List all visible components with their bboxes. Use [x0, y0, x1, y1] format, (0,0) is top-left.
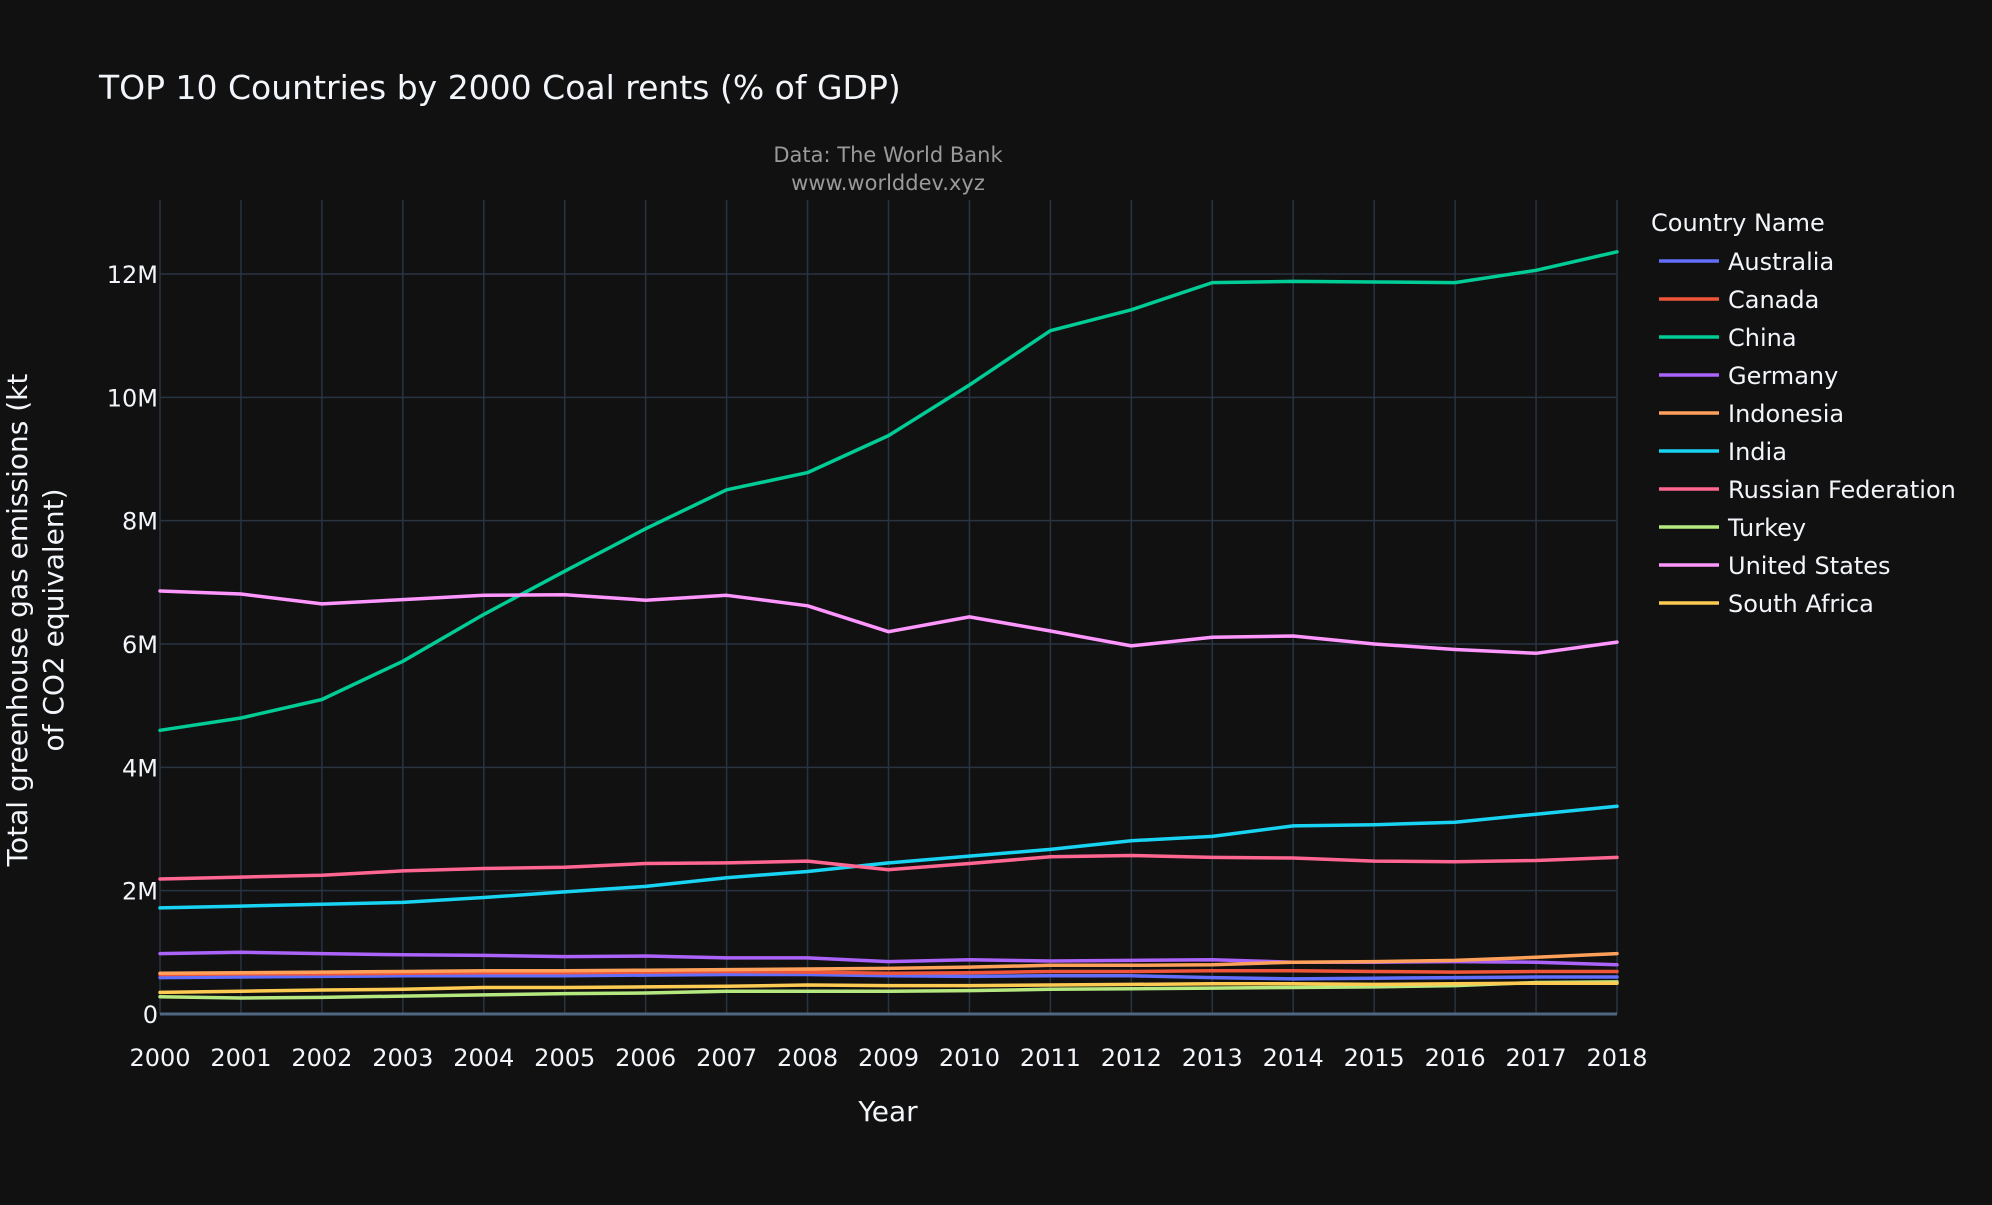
series-line-china: [158, 250, 1619, 733]
chart-subtitle-line-2: www.worlddev.xyz: [791, 171, 985, 195]
y-tick-label: 6M: [122, 631, 158, 659]
x-tick-label: 2003: [372, 1044, 433, 1072]
grid-layer: [159, 200, 1618, 1016]
legend-item-russian-federation[interactable]: Russian Federation: [1659, 476, 1956, 504]
x-tick-label: 2012: [1101, 1044, 1162, 1072]
legend-item-south-africa[interactable]: South Africa: [1659, 590, 1874, 618]
series-line-canada: [158, 969, 1619, 977]
legend-item-united-states[interactable]: United States: [1659, 552, 1891, 580]
legend-item-germany[interactable]: Germany: [1659, 362, 1838, 390]
series-line-india: [158, 804, 1619, 910]
x-tick-label: 2006: [615, 1044, 676, 1072]
legend-label: Australia: [1728, 248, 1834, 276]
legend-item-india[interactable]: India: [1659, 438, 1787, 466]
x-tick-label: 2007: [696, 1044, 757, 1072]
series-layer: [158, 250, 1619, 1000]
x-tick-label: 2011: [1020, 1044, 1081, 1072]
legend-label: China: [1728, 324, 1797, 352]
legend-label: Germany: [1728, 362, 1838, 390]
x-tick-label: 2015: [1344, 1044, 1405, 1072]
x-tick-label: 2009: [858, 1044, 919, 1072]
legend-items: Australia Canada China Germany Indonesia Indi…: [1659, 248, 1956, 618]
x-axis-title: Year: [857, 1095, 918, 1128]
x-tick-label: 2002: [291, 1044, 352, 1072]
y-tick-label: 2M: [122, 878, 158, 906]
series-line-united-states: [158, 589, 1619, 656]
x-tick-label: 2000: [129, 1044, 190, 1072]
x-tick-label: 2014: [1263, 1044, 1324, 1072]
x-tick-label: 2001: [210, 1044, 271, 1072]
legend-item-china[interactable]: China: [1659, 324, 1797, 352]
legend-label: Turkey: [1727, 514, 1806, 542]
legend-item-indonesia[interactable]: Indonesia: [1659, 400, 1844, 428]
legend-title: Country Name: [1651, 209, 1825, 237]
legend: Country Name Australia Canada China Germany…: [1651, 209, 1956, 618]
series-line-australia: [158, 972, 1619, 981]
chart-subtitle-line-1: Data: The World Bank: [773, 143, 1003, 167]
legend-item-canada[interactable]: Canada: [1659, 286, 1819, 314]
x-tick-label: 2004: [453, 1044, 514, 1072]
legend-label: Indonesia: [1728, 400, 1844, 428]
y-tick-label: 10M: [107, 384, 158, 412]
x-tick-label: 2016: [1425, 1044, 1486, 1072]
legend-label: United States: [1728, 552, 1891, 580]
chart-title: TOP 10 Countries by 2000 Coal rents (% o…: [98, 68, 901, 107]
tick-layer: 2000 2001 2002 2003 2004 2005 2006 2007 2008 2009…: [107, 261, 1648, 1072]
series-line-indonesia: [158, 951, 1619, 976]
legend-item-turkey[interactable]: Turkey: [1659, 514, 1806, 542]
legend-label: South Africa: [1728, 590, 1874, 618]
x-tick-label: 2013: [1182, 1044, 1243, 1072]
legend-label: Canada: [1728, 286, 1819, 314]
x-tick-label: 2017: [1506, 1044, 1567, 1072]
y-tick-label: 8M: [122, 508, 158, 536]
y-axis-title-line-1: Total greenhouse gas emissions (kt: [1, 374, 34, 868]
y-axis-title-line-2: of CO2 equivalent): [37, 488, 70, 751]
y-tick-label: 4M: [122, 754, 158, 782]
y-tick-label: 12M: [107, 261, 158, 289]
x-tick-label: 2008: [777, 1044, 838, 1072]
y-tick-label: 0: [143, 1001, 158, 1029]
series-line-russian-federation: [158, 853, 1619, 881]
x-tick-label: 2010: [939, 1044, 1000, 1072]
x-tick-label: 2005: [534, 1044, 595, 1072]
series-line-turkey: [158, 980, 1619, 1000]
legend-label: Russian Federation: [1728, 476, 1956, 504]
legend-item-australia[interactable]: Australia: [1659, 248, 1834, 276]
series-line-south-africa: [158, 981, 1619, 995]
legend-label: India: [1728, 438, 1787, 466]
x-tick-label: 2018: [1586, 1044, 1647, 1072]
